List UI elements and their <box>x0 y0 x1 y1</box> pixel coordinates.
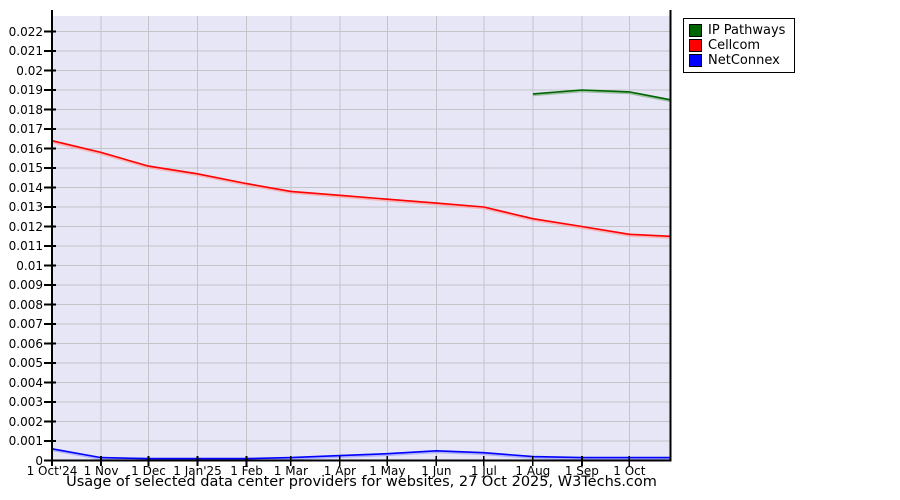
series-halo-cellcom <box>51 140 671 239</box>
y-axis-tick-label: 0 <box>35 453 43 468</box>
y-axis-tick-label: 0.007 <box>8 317 43 331</box>
y-axis-tick-label: 0.014 <box>8 180 43 195</box>
legend-swatch-ip-pathways <box>689 24 702 37</box>
y-axis-tick-label: 0.021 <box>8 44 43 58</box>
y-axis-tick-label: 0.011 <box>8 239 43 253</box>
y-axis-tick-label: 0.012 <box>8 219 43 234</box>
x-axis-tick-label: 1 Sep <box>564 464 599 478</box>
legend: IP Pathways Cellcom NetConnex <box>683 18 796 73</box>
legend-item-ip-pathways: IP Pathways <box>689 23 785 38</box>
y-axis-tick-label: 0.02 <box>16 63 43 78</box>
legend-swatch-cellcom <box>689 39 702 52</box>
chart-title: Usage of selected data center providers … <box>66 474 657 490</box>
legend-swatch-netconnex <box>689 54 702 67</box>
x-axis-tick-label: 1 Apr <box>323 464 356 478</box>
y-axis-tick-label: 0.003 <box>8 395 43 409</box>
y-axis-tick-label: 0.019 <box>8 83 43 97</box>
legend-label: NetConnex <box>708 53 780 68</box>
y-axis-tick-label: 0.006 <box>8 336 43 351</box>
x-axis-tick-label: 1 Jun <box>421 464 452 478</box>
x-axis-tick-label: 1 Oct'24 <box>26 464 78 478</box>
y-axis-tick-label: 0.008 <box>8 297 43 312</box>
x-axis-tick-label: 1 Jan'25 <box>173 464 222 478</box>
legend-label: IP Pathways <box>708 23 786 38</box>
legend-label: Cellcom <box>708 38 761 53</box>
y-axis-tick-label: 0.022 <box>8 24 43 39</box>
y-axis-tick-label: 0.009 <box>8 278 43 292</box>
y-axis-tick-label: 0.01 <box>16 258 43 273</box>
legend-item-cellcom: Cellcom <box>689 38 785 53</box>
x-axis-tick-label: 1 Nov <box>83 464 119 478</box>
series-line-ip-pathways <box>532 89 671 101</box>
x-axis-tick-label: 1 May <box>369 464 406 478</box>
x-axis-tick-label: 1 Feb <box>230 464 263 478</box>
y-axis-tick-label: 0.001 <box>8 434 43 448</box>
plot-background <box>52 16 671 461</box>
x-axis-tick-label: 1 Dec <box>131 464 166 478</box>
legend-item-netconnex: NetConnex <box>689 53 785 68</box>
x-axis-tick-label: 1 Jul <box>470 464 497 478</box>
x-axis-tick-label: 1 Aug <box>515 464 551 478</box>
y-axis-tick-label: 0.013 <box>8 200 43 214</box>
series-halo-ip-pathways <box>532 90 671 103</box>
y-axis-tick-label: 0.004 <box>8 375 43 390</box>
series-line-netconnex <box>51 448 671 460</box>
series-line-cellcom <box>51 139 671 238</box>
x-axis-tick-label: 1 Mar <box>273 464 308 478</box>
y-axis-tick-label: 0.002 <box>8 414 43 429</box>
y-axis-tick-label: 0.005 <box>8 356 43 370</box>
y-axis-tick-label: 0.018 <box>8 102 43 117</box>
y-axis-tick-label: 0.016 <box>8 141 43 156</box>
y-axis-tick-label: 0.017 <box>8 122 43 136</box>
x-axis-tick-label: 1 Oct <box>613 464 646 478</box>
y-axis-tick-label: 0.015 <box>8 161 43 175</box>
